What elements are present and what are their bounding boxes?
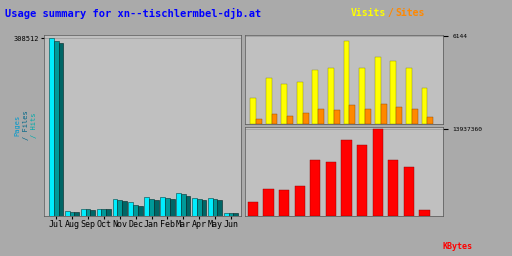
Bar [295, 186, 305, 216]
Bar [271, 114, 278, 124]
Text: KBytes: KBytes [443, 242, 473, 251]
Bar [233, 213, 238, 216]
Bar [375, 57, 380, 124]
Bar [65, 211, 70, 216]
Bar [318, 110, 324, 124]
Bar [154, 200, 159, 216]
Bar [186, 196, 190, 216]
Bar [49, 38, 54, 216]
Bar [404, 167, 414, 216]
Bar [117, 200, 122, 216]
Bar [197, 199, 202, 216]
Bar [281, 84, 287, 124]
Bar [74, 212, 79, 216]
Bar [97, 209, 101, 216]
Text: / Hits: / Hits [31, 113, 37, 138]
Bar [101, 209, 106, 216]
Bar [86, 209, 90, 216]
Bar [228, 213, 233, 216]
Bar [212, 199, 218, 216]
Bar [202, 200, 206, 216]
Bar [170, 199, 175, 216]
Bar [396, 107, 402, 124]
Bar [342, 140, 352, 216]
Bar [256, 119, 262, 124]
Bar [303, 113, 309, 124]
Bar [70, 212, 74, 216]
Bar [81, 209, 86, 216]
Bar [390, 61, 396, 124]
Bar [122, 201, 127, 216]
Bar [248, 202, 258, 216]
Bar [359, 68, 365, 124]
Bar [412, 109, 418, 124]
Bar [365, 109, 371, 124]
Bar [373, 129, 383, 216]
Bar [208, 198, 212, 216]
Bar [328, 68, 334, 124]
Bar [144, 197, 149, 216]
Bar [406, 68, 412, 124]
Bar [90, 210, 95, 216]
Bar [380, 104, 387, 124]
Bar [106, 209, 111, 216]
Bar [129, 202, 133, 216]
Bar [312, 70, 318, 124]
Bar [421, 88, 428, 124]
Bar [149, 199, 154, 216]
Bar [334, 110, 340, 124]
Bar [279, 190, 289, 216]
Bar [350, 105, 355, 124]
Text: Pages: Pages [15, 115, 21, 136]
Bar [58, 43, 63, 216]
Bar [388, 160, 398, 216]
Bar [419, 210, 430, 216]
Text: Visits: Visits [351, 8, 386, 18]
Bar [357, 145, 367, 216]
Bar [428, 117, 433, 124]
Bar [326, 162, 336, 216]
Bar [344, 41, 350, 124]
Text: Usage summary for xn--tischlermbel-djb.at: Usage summary for xn--tischlermbel-djb.a… [5, 8, 261, 19]
Bar [160, 197, 165, 216]
Bar [138, 206, 143, 216]
Bar [165, 198, 170, 216]
Bar [224, 212, 228, 216]
Bar [181, 194, 186, 216]
Bar [218, 200, 222, 216]
Text: /: / [388, 8, 393, 18]
Bar [266, 78, 271, 124]
Bar [287, 116, 293, 124]
Bar [113, 199, 117, 216]
Bar [250, 98, 256, 124]
Bar [264, 188, 273, 216]
Text: / Files: / Files [23, 111, 29, 140]
Bar [176, 193, 181, 216]
Text: Sites: Sites [395, 8, 424, 18]
Bar [192, 198, 197, 216]
Bar [133, 205, 138, 216]
Bar [297, 82, 303, 124]
Bar [310, 160, 321, 216]
Bar [54, 41, 58, 216]
